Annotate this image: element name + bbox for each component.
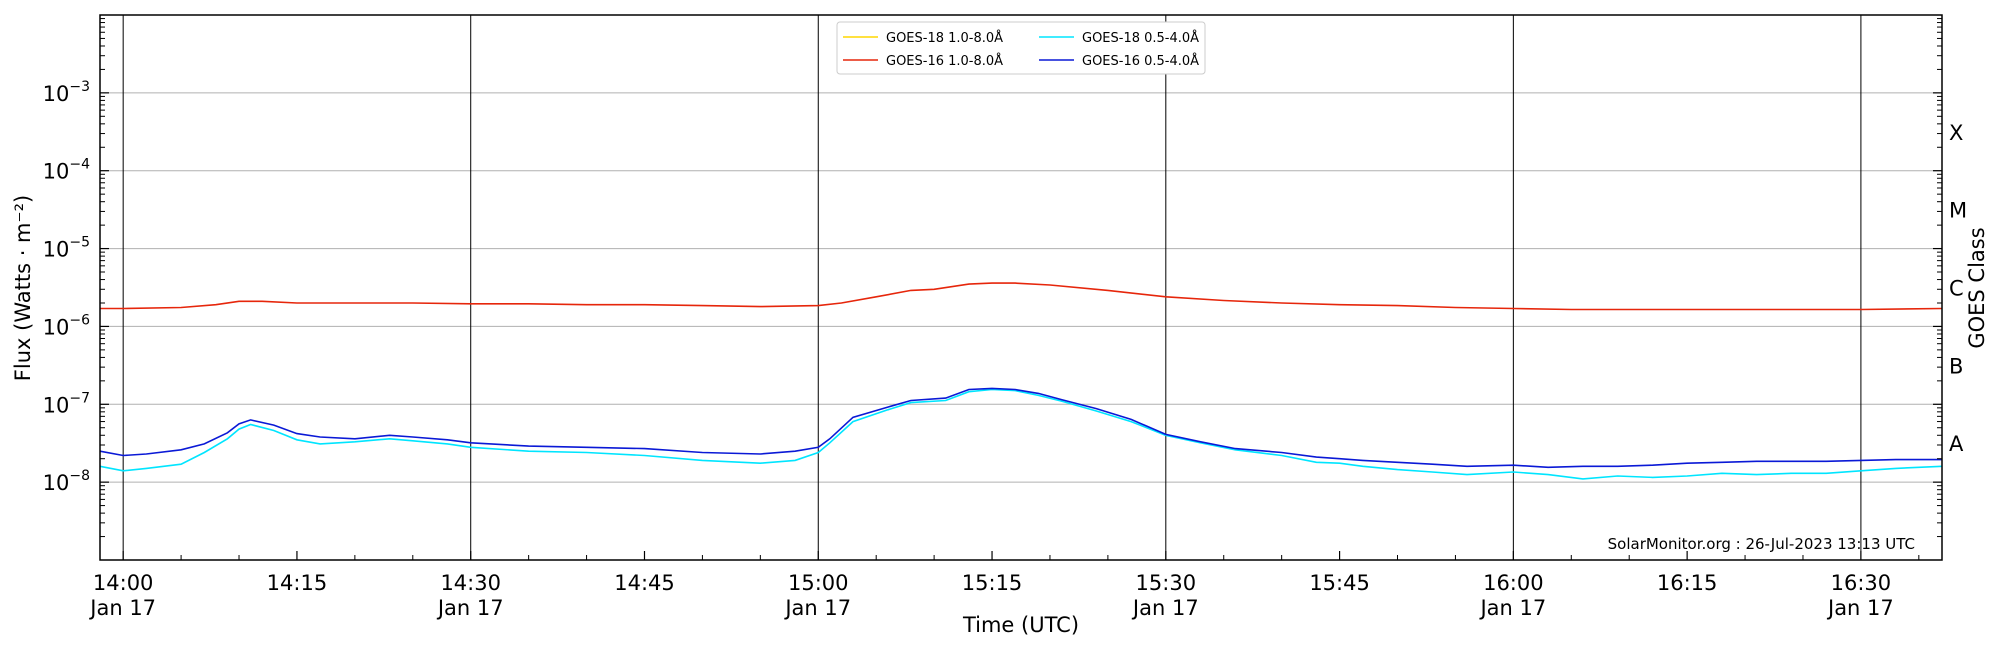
goes-class-m: M (1949, 199, 1967, 223)
y-tick-label: 10−7 (43, 390, 90, 417)
x-tick-label: 16:15 (1657, 571, 1718, 595)
goes-class-a: A (1949, 432, 1964, 456)
x-tick-label: 14:15 (267, 571, 328, 595)
legend-box (836, 21, 1206, 75)
x-tick-label: 14:00 (93, 571, 154, 595)
legend-entry: GOES-18 0.5-4.0Å (1082, 30, 1199, 46)
y-axis-label: Flux (Watts · m⁻²) (11, 195, 35, 381)
series-lines (99, 282, 1943, 480)
y-tick-label: 10−8 (43, 468, 90, 495)
credit-label: SolarMonitor.org : 26-Jul-2023 13:13 UTC (1608, 535, 1915, 553)
x-tick-date-label: Jan 17 (1478, 596, 1546, 620)
goes-class-b: B (1949, 354, 1963, 378)
x-tick-label: 15:00 (788, 571, 849, 595)
legend-entry: GOES-16 1.0-8.0Å (886, 53, 1003, 69)
x-tick-date-label: Jan 17 (1131, 596, 1199, 620)
x-tick-label: 14:45 (614, 571, 675, 595)
y-tick-labels: 10−8 10−7 10−6 10−5 10−4 10−3 (43, 79, 90, 495)
y-tick-label: 10−3 (43, 79, 90, 106)
x-tick-label: 16:30 (1831, 571, 1892, 595)
x-tick-label: 14:30 (440, 571, 501, 595)
legend: GOES-18 1.0-8.0Å GOES-16 1.0-8.0Å GOES-18 … (836, 21, 1206, 75)
goes-class-labels: A B C M X (1949, 121, 1967, 456)
grid (100, 92, 1942, 483)
x-tick-date-label: Jan 17 (88, 596, 156, 620)
x-tick-label: 15:15 (962, 571, 1023, 595)
goes-class-x: X (1949, 121, 1963, 145)
series-line-2 (100, 282, 1943, 311)
series-line-4 (99, 387, 1942, 469)
y-tick-label: 10−5 (43, 235, 90, 262)
y-tick-label: 10−4 (43, 157, 90, 184)
x-tick-date-label: Jan 17 (1826, 596, 1894, 620)
goes-class-c: C (1949, 277, 1964, 301)
x-axis-label: Time (UTC) (962, 613, 1079, 637)
y-tick-label: 10−6 (43, 312, 90, 339)
x-tick-label: 15:30 (1136, 571, 1197, 595)
legend-entry: GOES-18 1.0-8.0Å (886, 30, 1003, 46)
plot-frame (99, 14, 1943, 561)
x-tick-date-label: Jan 17 (436, 596, 504, 620)
axis-ticks (100, 18, 1942, 560)
x-tick-label: 15:45 (1309, 571, 1370, 595)
y2-axis-label: GOES Class (1965, 227, 1989, 348)
series-line-3 (99, 388, 1943, 480)
legend-entry: GOES-16 0.5-4.0Å (1082, 53, 1199, 69)
day-boundary-lines (122, 15, 1862, 560)
x-tick-date-label: Jan 17 (783, 596, 851, 620)
x-tick-label: 16:00 (1483, 571, 1544, 595)
